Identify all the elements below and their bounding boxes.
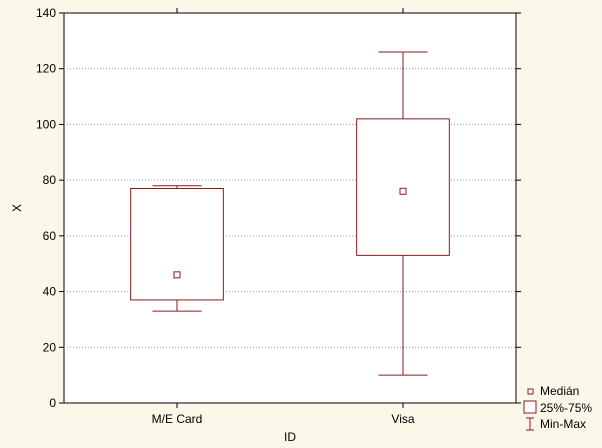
y-tick-label-60: 60 [43,229,57,243]
legend-whisker-label: Min-Max [540,417,586,431]
box-0 [130,185,224,312]
iqr-box [130,188,224,301]
median-marker [173,271,181,279]
y-tick-label-80: 80 [43,173,57,187]
y-tick-label-0: 0 [49,396,56,410]
x-tick-label-1: Visa [391,412,414,426]
y-tick-label-100: 100 [36,117,56,131]
median-marker [399,187,407,195]
legend-median-label: Medián [540,384,579,398]
y-axis-title: X [10,204,24,212]
box-1 [356,51,450,376]
y-tick-label-40: 40 [43,285,57,299]
legend-median-symbol [527,388,534,395]
x-tick-label-0: M/E Card [152,412,203,426]
legend-whisker-symbol [526,417,534,431]
box-layer [130,51,450,376]
y-tick-label-20: 20 [43,340,57,354]
legend: Medián 25%-75% Min-Max [523,384,592,431]
legend-box-label: 25%-75% [540,401,592,415]
iqr-box [356,118,450,256]
tick-layer: 0 20 40 60 80 100 120 140 M/E Card Visa [36,6,521,426]
x-axis-title: ID [284,430,296,444]
y-tick-label-140: 140 [36,6,56,20]
y-tick-label-120: 120 [36,62,56,76]
legend-box-symbol [523,400,537,414]
